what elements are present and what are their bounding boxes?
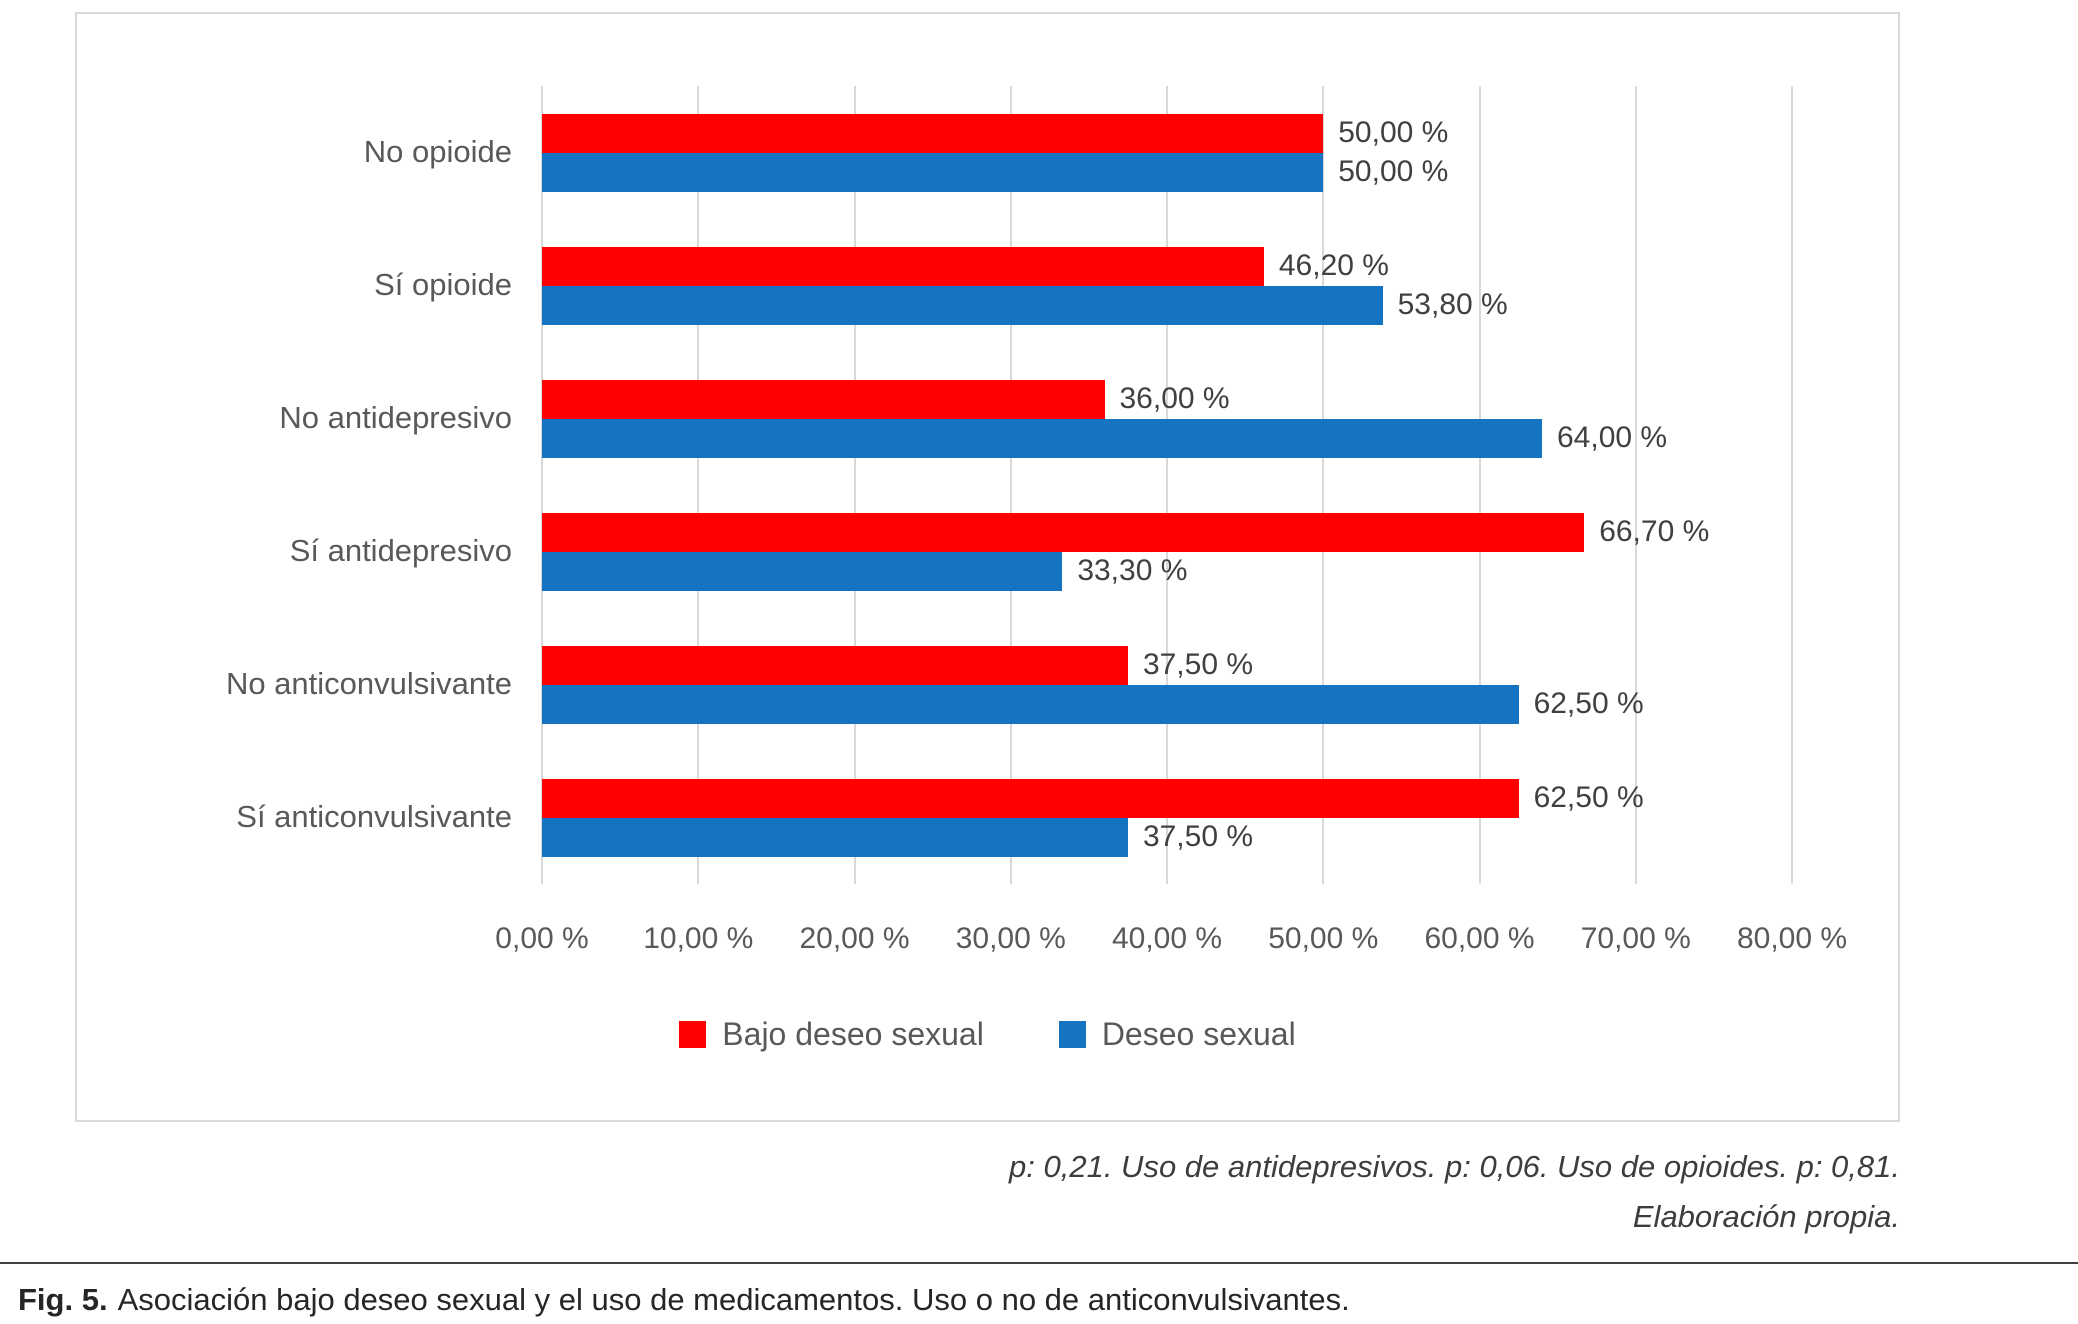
x-axis-tick-label: 30,00 % <box>955 922 1066 955</box>
bar-pair: 36,00 % 64,00 % <box>542 379 1792 458</box>
gridline <box>1322 86 1325 884</box>
figure-caption: Fig. 5. Asociación bajo deseo sexual y el… <box>18 1282 1350 1318</box>
x-axis-tick-label: 20,00 % <box>799 922 910 955</box>
chart-figure: No opioide 50,00 % 50,00 % Sí opioide 46… <box>75 12 1900 1122</box>
category-label: Sí opioide <box>374 267 512 303</box>
bar-pair: 46,20 % 53,80 % <box>542 246 1792 325</box>
caption-fig-label: Fig. 5. <box>18 1282 108 1317</box>
bar-value-label: 36,00 % <box>1119 382 1230 415</box>
legend: Bajo deseo sexual Deseo sexual <box>77 1016 1898 1053</box>
bar-group-no-opioide: No opioide 50,00 % 50,00 % <box>77 86 1867 219</box>
category-label: Sí antidepresivo <box>289 533 512 569</box>
bar-group-no-antidepresivo: No antidepresivo 36,00 % 64,00 % <box>77 352 1867 485</box>
bar-value-label: 37,50 % <box>1142 820 1254 853</box>
bar-value-label: 62,50 % <box>1533 687 1644 720</box>
gridline <box>1791 86 1793 884</box>
bar-bajo-deseo-sexual <box>542 246 1264 286</box>
bar-value-label: 62,50 % <box>1533 781 1644 814</box>
bar-value-label: 37,50 % <box>1142 648 1254 681</box>
x-axis-tick-label: 0,00 % <box>495 922 589 955</box>
bar-pair: 37,50 % 62,50 % <box>542 645 1792 724</box>
gridline <box>853 86 856 884</box>
gridline <box>697 86 700 884</box>
bar-value-label: 50,00 % <box>1338 155 1449 188</box>
category-label: Sí anticonvulsivante <box>236 799 512 835</box>
bar-bajo-deseo-sexual <box>542 778 1519 818</box>
gridlines <box>541 86 1793 884</box>
bar-deseo-sexual <box>542 152 1324 192</box>
bar-pair: 62,50 % 37,50 % <box>542 778 1792 857</box>
bar-value-label: 66,70 % <box>1599 515 1710 548</box>
plot-area: No opioide 50,00 % 50,00 % Sí opioide 46… <box>77 86 1867 884</box>
note-line-source: Elaboración propia. <box>1632 1199 1900 1235</box>
x-axis-tick-label: 10,00 % <box>643 922 754 955</box>
gridline <box>541 86 543 884</box>
category-label: No anticonvulsivante <box>225 666 512 702</box>
x-axis-ticks: 0,00 % 10,00 % 20,00 % 30,00 % 40,00 % 50,00 … <box>495 922 1847 964</box>
bar-deseo-sexual <box>542 817 1128 857</box>
bar-pair: 66,70 % 33,30 % <box>542 512 1792 591</box>
bar-deseo-sexual <box>542 551 1063 591</box>
gridline <box>1166 86 1168 884</box>
legend-label: Deseo sexual <box>1101 1016 1296 1052</box>
bar-bajo-deseo-sexual <box>542 512 1585 552</box>
bar-bajo-deseo-sexual <box>542 645 1128 685</box>
legend-item-deseo-sexual: Deseo sexual <box>1058 1016 1296 1053</box>
x-axis-tick-label: 40,00 % <box>1111 922 1223 955</box>
bar-value-label: 46,20 % <box>1278 249 1389 282</box>
bar-deseo-sexual <box>542 684 1519 724</box>
bar-deseo-sexual <box>542 418 1542 458</box>
bar-value-label: 33,30 % <box>1077 554 1188 587</box>
caption-divider <box>0 1262 2078 1264</box>
bar-value-label: 50,00 % <box>1338 116 1449 149</box>
x-axis-tick-label: 70,00 % <box>1580 922 1691 955</box>
category-label: No antidepresivo <box>279 400 512 436</box>
bar-value-label: 64,00 % <box>1557 421 1668 454</box>
bar-bajo-deseo-sexual <box>542 379 1105 419</box>
bar-pair: 50,00 % 50,00 % <box>542 113 1792 192</box>
caption-text: Asociación bajo deseo sexual y el uso de… <box>117 1282 1350 1317</box>
legend-item-bajo-deseo-sexual: Bajo deseo sexual <box>679 1016 984 1053</box>
bar-deseo-sexual <box>542 285 1383 325</box>
x-axis-tick-label: 50,00 % <box>1268 922 1379 955</box>
legend-label: Bajo deseo sexual <box>722 1016 984 1052</box>
legend-swatch-red-icon <box>679 1021 707 1048</box>
legend-swatch-blue-icon <box>1058 1021 1086 1048</box>
gridline <box>1478 86 1481 884</box>
category-label: No opioide <box>363 134 512 170</box>
bar-value-label: 53,80 % <box>1397 288 1508 321</box>
bar-group-si-antidepresivo: Sí antidepresivo 66,70 % 33,30 % <box>77 485 1867 618</box>
bar-group-si-anticonvulsivante: Sí anticonvulsivante 62,50 % 37,50 % <box>77 751 1867 884</box>
gridline <box>1009 86 1012 884</box>
gridline <box>1634 86 1637 884</box>
x-axis-tick-label: 60,00 % <box>1424 922 1535 955</box>
note-line-pvalues: p: 0,21. Uso de antidepresivos. p: 0,06.… <box>1009 1149 1900 1184</box>
figure-notes: p: 0,21. Uso de antidepresivos. p: 0,06.… <box>1009 1142 1900 1242</box>
bar-group-no-anticonvulsivante: No anticonvulsivante 37,50 % 62,50 % <box>77 618 1867 751</box>
bar-bajo-deseo-sexual <box>542 113 1324 153</box>
bar-group-si-opioide: Sí opioide 46,20 % 53,80 % <box>77 219 1867 352</box>
x-axis-tick-label: 80,00 % <box>1736 922 1848 955</box>
